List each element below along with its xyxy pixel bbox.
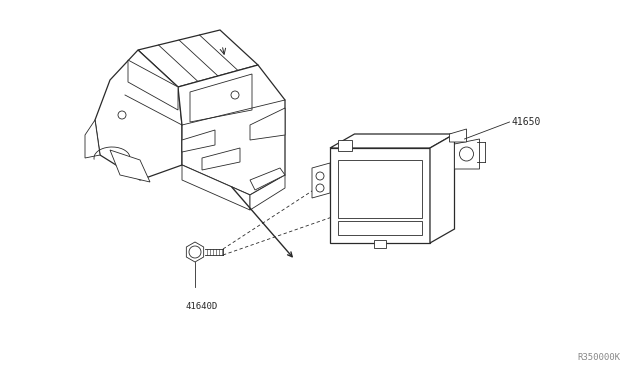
Text: 41650: 41650 xyxy=(511,117,541,127)
Polygon shape xyxy=(186,242,204,262)
Polygon shape xyxy=(250,168,285,190)
Polygon shape xyxy=(182,130,215,152)
Polygon shape xyxy=(85,120,100,158)
Text: 41640D: 41640D xyxy=(185,302,217,311)
Polygon shape xyxy=(449,129,467,142)
Polygon shape xyxy=(95,50,182,180)
Polygon shape xyxy=(454,139,479,169)
Polygon shape xyxy=(202,148,240,170)
Polygon shape xyxy=(250,175,285,210)
Polygon shape xyxy=(338,221,422,235)
Polygon shape xyxy=(330,134,454,148)
Polygon shape xyxy=(312,163,330,198)
Polygon shape xyxy=(190,74,252,122)
Polygon shape xyxy=(178,65,285,195)
Circle shape xyxy=(189,246,201,258)
Circle shape xyxy=(316,172,324,180)
Circle shape xyxy=(316,184,324,192)
Polygon shape xyxy=(128,60,178,110)
Polygon shape xyxy=(110,150,150,182)
Polygon shape xyxy=(338,140,352,151)
Polygon shape xyxy=(338,160,422,218)
Text: R350000K: R350000K xyxy=(577,353,620,362)
Polygon shape xyxy=(374,240,386,248)
Polygon shape xyxy=(182,165,250,210)
Polygon shape xyxy=(430,134,454,243)
Polygon shape xyxy=(250,108,285,140)
Polygon shape xyxy=(138,30,258,87)
Circle shape xyxy=(460,147,474,161)
Polygon shape xyxy=(330,148,430,243)
